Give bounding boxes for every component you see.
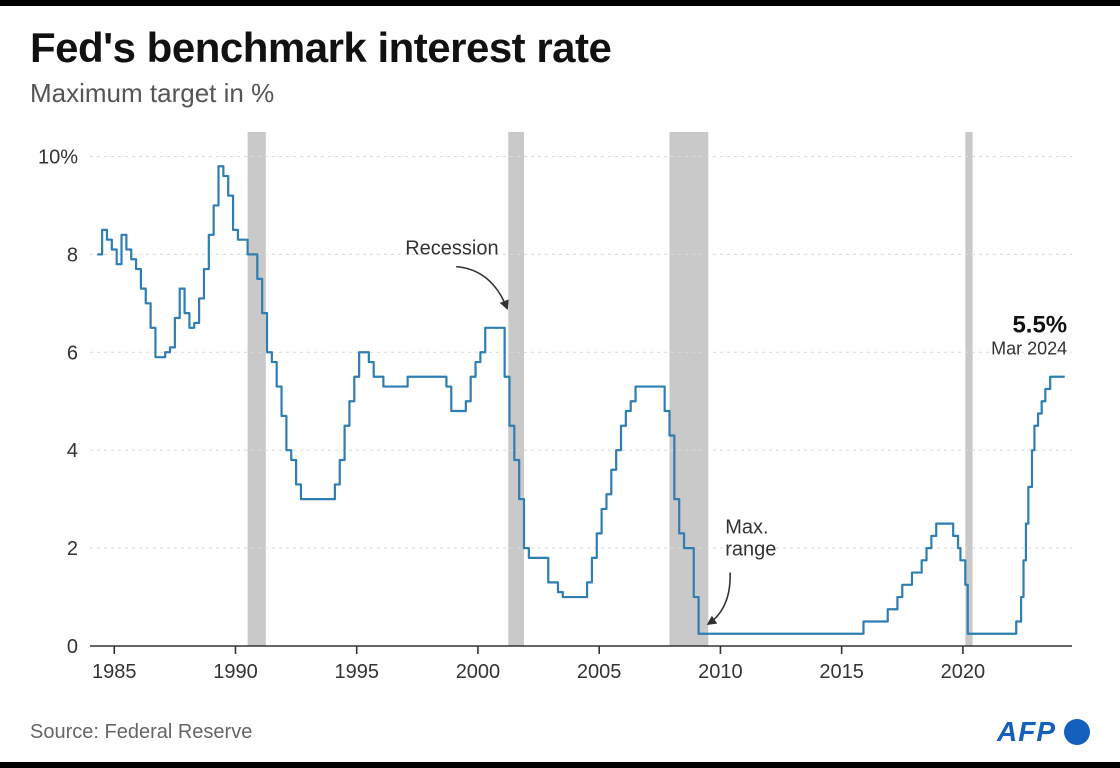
annotation-arrow <box>456 267 507 309</box>
recession-band <box>508 132 524 646</box>
line-chart: 0 2 4 6 8 10% 1985 1990 1995 2000 2005 2010 2015 2020… <box>30 118 1090 702</box>
y-tick-label: 2 <box>67 538 78 560</box>
x-tick-label: 2020 <box>941 661 986 683</box>
y-tick-label: 8 <box>67 244 78 266</box>
rate-line <box>97 166 1064 633</box>
y-tick-label: 4 <box>67 440 78 462</box>
logo-dot-icon <box>1064 719 1090 745</box>
bottom-border <box>0 762 1120 768</box>
x-tick-label: 2015 <box>819 661 864 683</box>
x-tick-label: 1995 <box>334 661 379 683</box>
chart-subtitle: Maximum target in % <box>30 78 1090 109</box>
max-range-annotation-2: range <box>725 538 776 560</box>
y-tick-label: 6 <box>67 342 78 364</box>
endpoint-date: Mar 2024 <box>991 339 1067 359</box>
max-range-annotation: Max. <box>725 516 768 538</box>
endpoint-value: 5.5% <box>1012 312 1067 339</box>
y-tick-label: 10% <box>38 146 78 168</box>
content-area: Fed's benchmark interest rate Maximum ta… <box>0 6 1120 762</box>
chart-container: 0 2 4 6 8 10% 1985 1990 1995 2000 2005 2010 2015 2020… <box>30 118 1090 702</box>
x-tick-label: 2000 <box>456 661 501 683</box>
logo-text: AFP <box>997 716 1056 748</box>
x-tick-label: 1985 <box>92 661 137 683</box>
recession-band <box>670 132 709 646</box>
source-text: Source: Federal Reserve <box>30 721 252 744</box>
annotation-arrow <box>708 573 730 624</box>
recession-annotation: Recession <box>405 237 498 259</box>
chart-title: Fed's benchmark interest rate <box>30 24 1090 72</box>
x-tick-label: 2005 <box>577 661 622 683</box>
afp-logo: AFP <box>997 716 1090 748</box>
x-tick-label: 1990 <box>213 661 258 683</box>
footer: Source: Federal Reserve AFP <box>30 716 1090 748</box>
recession-band <box>248 132 266 646</box>
y-tick-label: 0 <box>67 636 78 658</box>
x-tick-label: 2010 <box>698 661 743 683</box>
